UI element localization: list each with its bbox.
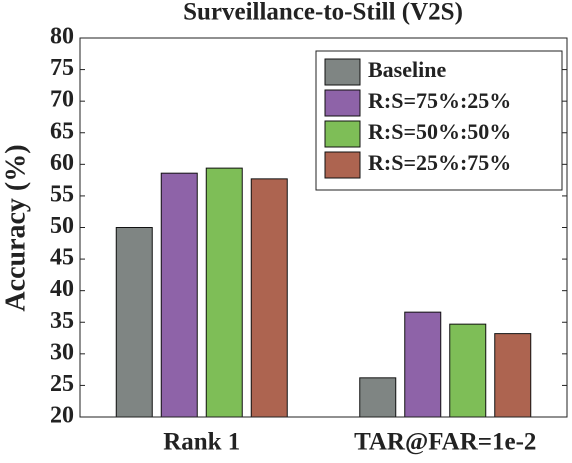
legend-swatch — [324, 89, 361, 117]
y-tick-label: 35 — [50, 308, 74, 334]
y-tick-label: 25 — [50, 371, 74, 397]
x-tick-label: TAR@FAR=1e-2 — [354, 429, 536, 456]
bar — [250, 178, 288, 418]
legend-label: R:S=50%:50% — [368, 119, 511, 144]
legend-label: Baseline — [368, 57, 446, 82]
y-tick-label: 80 — [50, 24, 74, 50]
y-tick-label: 75 — [50, 55, 74, 81]
y-tick-label: 45 — [50, 245, 74, 271]
y-tick-label: 50 — [50, 213, 74, 239]
y-tick-label: 55 — [50, 181, 74, 207]
y-axis-label: Accuracy (%) — [0, 144, 31, 311]
y-tick-label: 60 — [50, 150, 74, 176]
legend-label: R:S=25%:75% — [368, 150, 511, 175]
bar — [359, 377, 397, 418]
legend-swatch — [324, 151, 361, 179]
y-tick-label: 40 — [50, 276, 74, 302]
bar — [205, 167, 243, 418]
bar — [404, 311, 442, 418]
bar — [115, 227, 153, 418]
legend-swatch — [324, 58, 361, 86]
bar — [449, 323, 487, 418]
y-tick-label: 20 — [50, 403, 74, 429]
x-tick-label: Rank 1 — [163, 429, 240, 456]
bar — [160, 172, 198, 418]
legend-label: R:S=75%:25% — [368, 88, 511, 113]
y-tick-label: 30 — [50, 339, 74, 365]
legend-swatch — [324, 120, 361, 148]
y-tick-label: 65 — [50, 118, 74, 144]
bar — [494, 333, 532, 418]
plot-frame — [79, 37, 568, 418]
y-tick-label: 70 — [50, 87, 74, 113]
chart-title: Surveillance-to-Still (V2S) — [183, 0, 463, 26]
